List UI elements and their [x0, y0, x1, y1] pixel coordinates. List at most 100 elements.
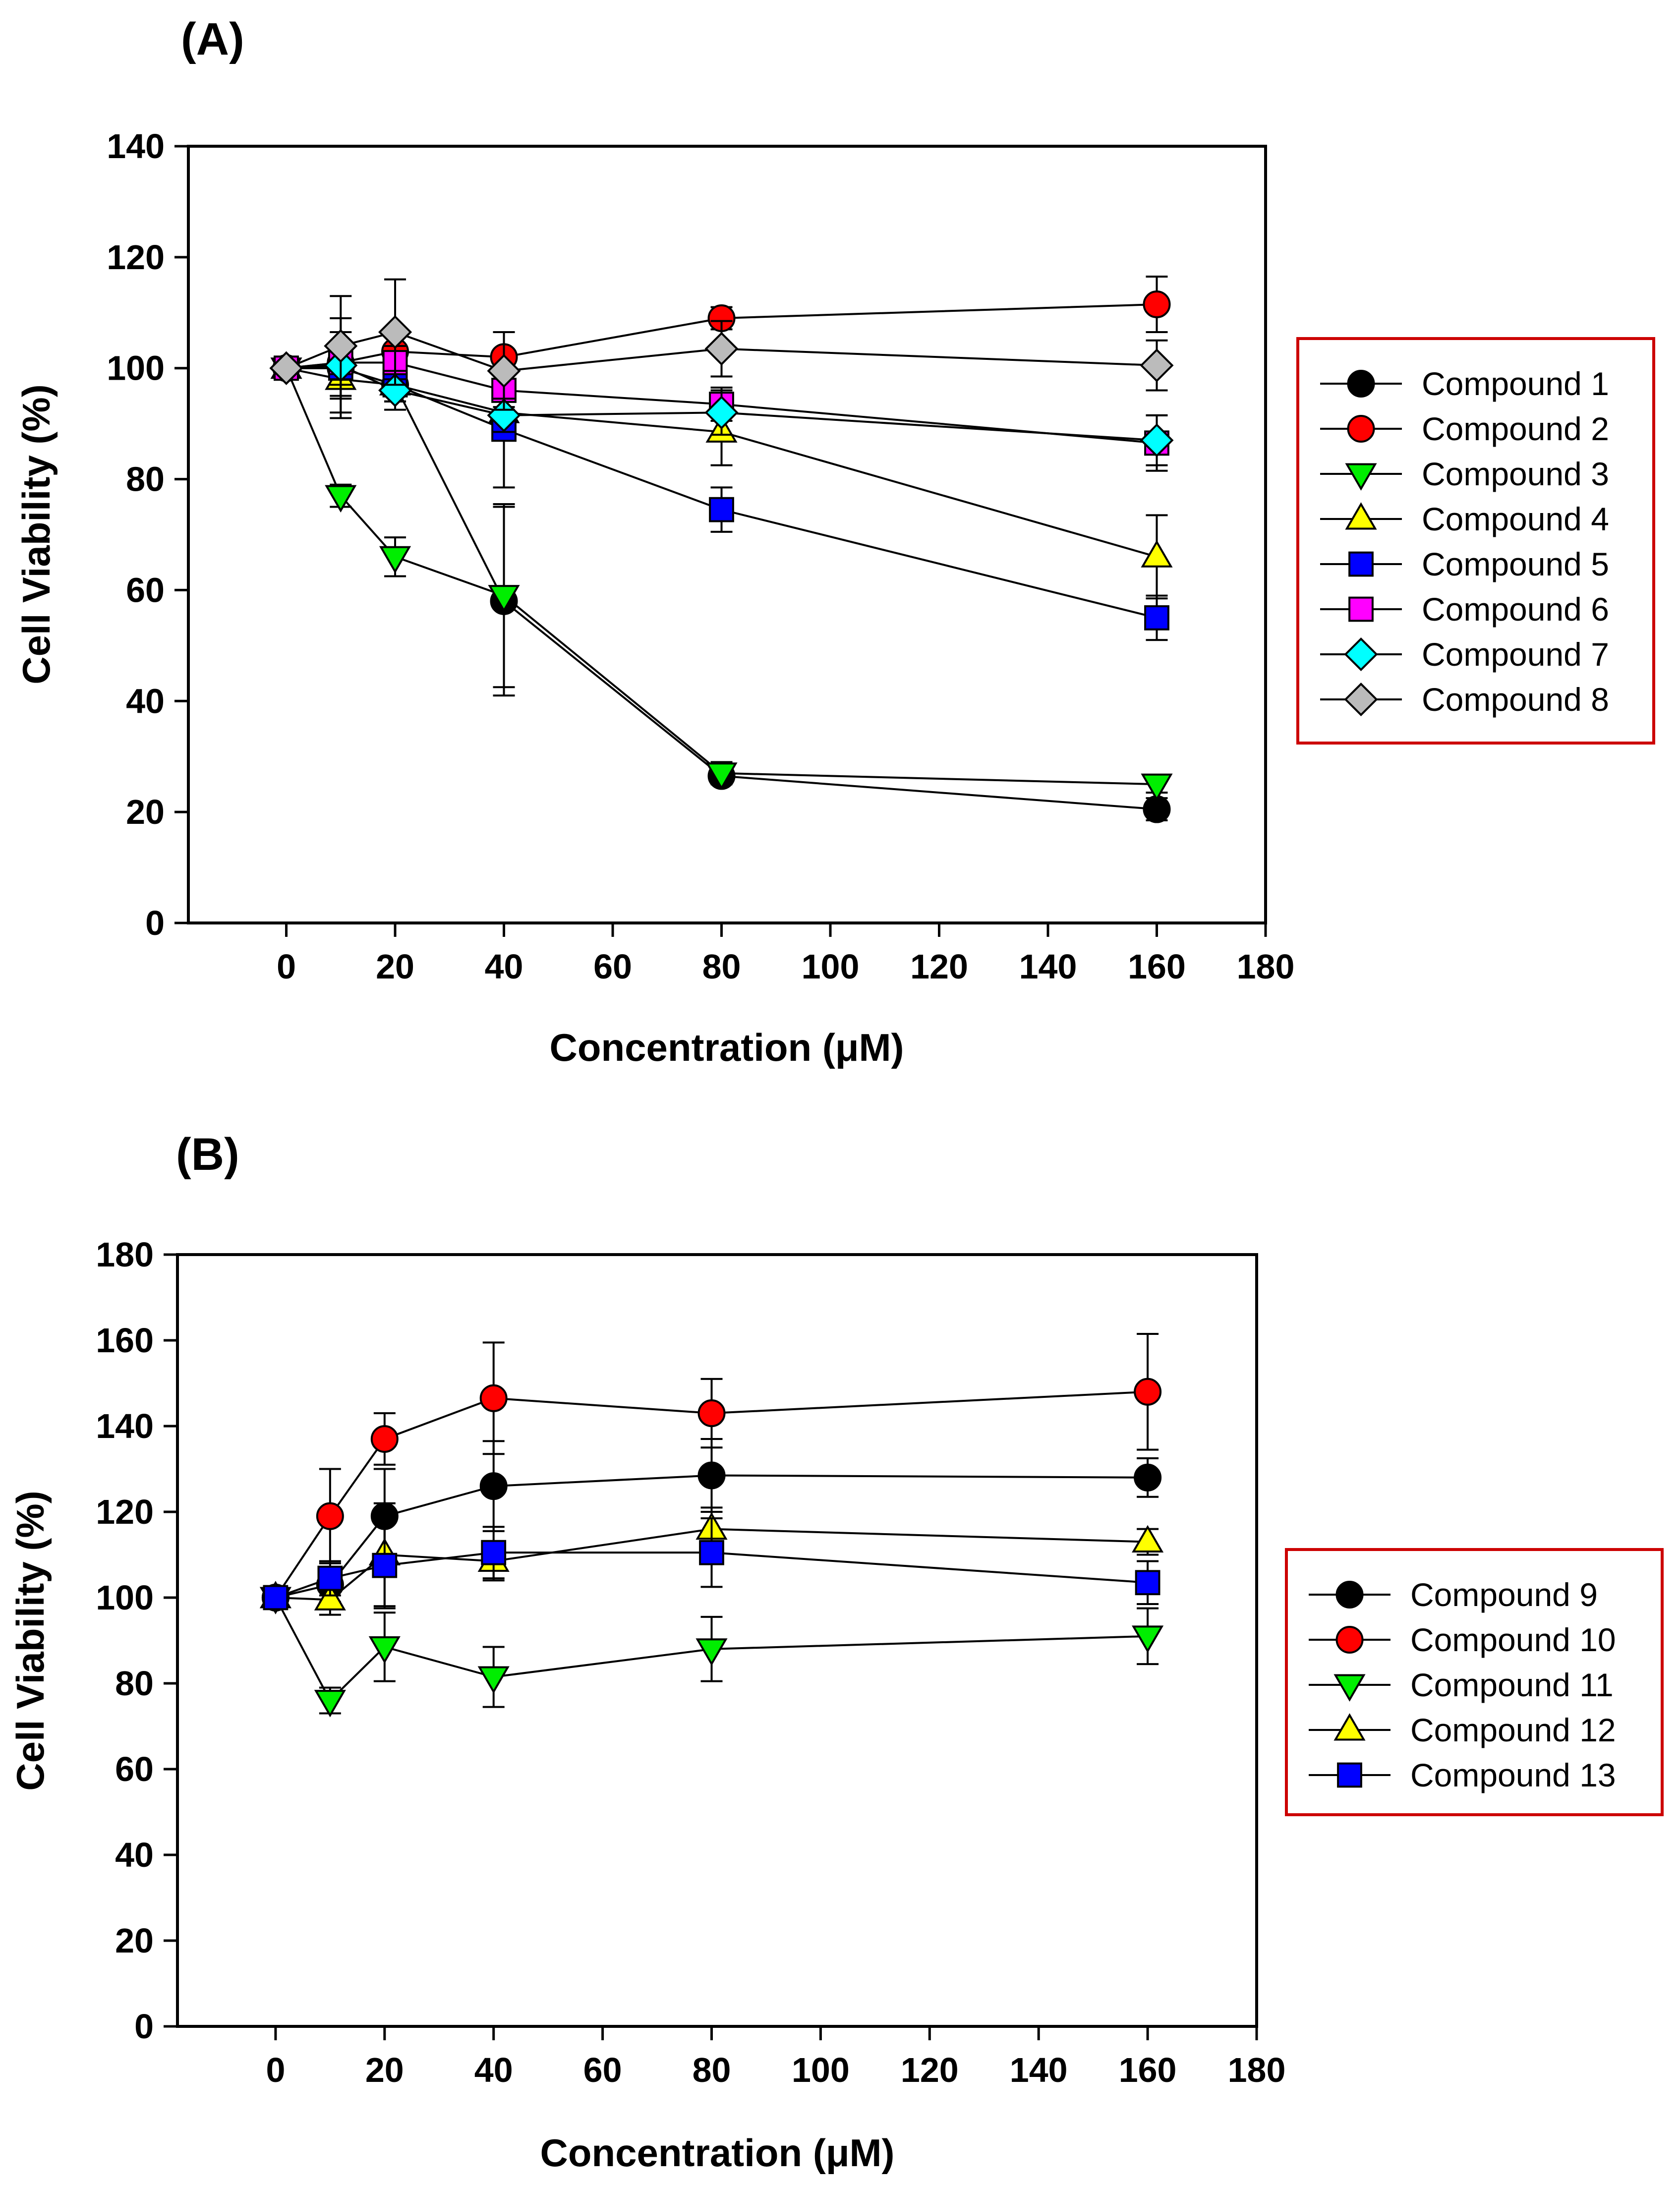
- legend-label: Compound 13: [1410, 1757, 1616, 1793]
- data-point: [378, 315, 412, 349]
- series-line: [275, 1597, 1148, 1702]
- series-line: [285, 367, 1157, 786]
- chart-panel-a: (A) 0 20 40 60 80 100 120 140 0 20 40 60 80 100 120 140 1…: [14, 14, 1655, 1069]
- data-point: [1132, 1625, 1164, 1653]
- x-tick-label: 120: [910, 947, 968, 986]
- legend-marker: [1337, 1762, 1362, 1788]
- x-tick-label: 0: [277, 947, 296, 986]
- y-tick-label: 160: [96, 1321, 154, 1360]
- legend-entry: Compound 4: [1320, 501, 1609, 537]
- data-point: [379, 546, 411, 574]
- legend-label: Compound 10: [1410, 1621, 1616, 1658]
- data-point: [1135, 1570, 1160, 1596]
- legend-label: Compound 11: [1410, 1667, 1614, 1703]
- y-tick-label: 180: [96, 1235, 154, 1274]
- y-tick-label: 120: [96, 1493, 154, 1531]
- legend-label: Compound 7: [1422, 636, 1609, 673]
- data-point: [479, 1384, 508, 1412]
- plot-frame: [187, 145, 1267, 924]
- data-point: [1141, 773, 1173, 802]
- x-tick-label: 120: [901, 2051, 959, 2089]
- data-point: [697, 1399, 726, 1428]
- data-point: [709, 497, 734, 522]
- legend-marker: [1335, 1626, 1364, 1654]
- y-tick-label: 20: [115, 1921, 154, 1960]
- legend-marker: [1348, 551, 1374, 577]
- data-point: [704, 332, 739, 366]
- legend-entry: Compound 8: [1320, 681, 1609, 718]
- x-tick-label: 140: [1019, 947, 1077, 986]
- y-tick-label: 140: [96, 1407, 154, 1445]
- data-point: [316, 1502, 344, 1530]
- y-tick-label: 20: [126, 793, 165, 831]
- legend-marker: [1345, 463, 1377, 491]
- x-tick-label: 80: [702, 947, 741, 986]
- legend-label: Compound 1: [1422, 365, 1609, 402]
- x-tick-label: 60: [593, 947, 632, 986]
- x-tick-label: 180: [1237, 947, 1295, 986]
- x-tick-label: 100: [802, 947, 860, 986]
- plot-frame: [176, 1253, 1258, 2028]
- data-point: [269, 351, 303, 385]
- legend-entry: Compound 13: [1309, 1757, 1616, 1793]
- data-point: [1132, 1525, 1164, 1553]
- data-point: [1140, 348, 1174, 383]
- x-tick-label: 180: [1228, 2051, 1286, 2089]
- panel-label: (B): [176, 1129, 239, 1180]
- data-point: [481, 1540, 507, 1565]
- legend-label: Compound 3: [1422, 456, 1609, 492]
- legend-marker: [1335, 1581, 1364, 1609]
- data-point: [487, 354, 521, 388]
- x-tick-label: 40: [474, 2051, 513, 2089]
- data-point: [697, 1461, 726, 1490]
- legend-entry: Compound 6: [1320, 591, 1609, 628]
- y-tick-label: 80: [115, 1664, 154, 1703]
- y-tick-label: 140: [107, 127, 165, 166]
- y-axis-title: Cell Viability (%): [8, 1491, 52, 1790]
- panel-label: (A): [181, 14, 244, 64]
- y-tick-label: 40: [126, 682, 165, 720]
- y-tick-label: 80: [126, 460, 165, 499]
- x-axis-title: Concentration (μM): [540, 2131, 895, 2175]
- x-tick-label: 160: [1119, 2051, 1177, 2089]
- x-axis-title: Concentration (μM): [550, 1026, 904, 1069]
- y-tick-label: 100: [96, 1578, 154, 1617]
- data-point: [314, 1690, 346, 1718]
- data-point: [314, 1583, 346, 1610]
- legend-entry: Compound 2: [1320, 410, 1609, 447]
- legend-entry: Compound 3: [1320, 456, 1609, 492]
- legend-entry: Compound 12: [1309, 1712, 1616, 1748]
- legend-entry: Compound 10: [1309, 1621, 1616, 1658]
- x-tick-label: 100: [792, 2051, 850, 2089]
- legend-entry: Compound 11: [1309, 1667, 1614, 1703]
- legend-marker: [1347, 370, 1375, 398]
- legend: Compound 9 Compound 10 Compound 11 Compound…: [1285, 1548, 1664, 1816]
- legend-label: Compound 2: [1422, 410, 1609, 447]
- y-tick-label: 0: [134, 2007, 154, 2046]
- legend-marker: [1344, 682, 1378, 717]
- chart-panel-b: (B) 0 20 40 60 80 100 120 140 160 180 0 20 40 60 80 100 1…: [8, 1129, 1664, 2175]
- x-tick-label: 20: [376, 947, 414, 986]
- y-tick-label: 100: [107, 349, 165, 388]
- data-point: [370, 1425, 399, 1453]
- legend-marker: [1333, 1674, 1366, 1702]
- legend-label: Compound 4: [1422, 501, 1609, 537]
- data-point: [1134, 1378, 1162, 1406]
- legend-entry: Compound 5: [1320, 546, 1609, 582]
- legend-marker: [1345, 502, 1377, 530]
- data-point: [477, 1666, 510, 1694]
- y-tick-label: 120: [107, 238, 165, 277]
- series-compound-13: [263, 1517, 1160, 1610]
- data-point: [263, 1585, 289, 1610]
- data-point: [1141, 540, 1173, 568]
- data-point: [324, 329, 358, 363]
- y-tick-label: 60: [115, 1750, 154, 1788]
- x-tick-label: 40: [485, 947, 523, 986]
- data-point: [1134, 1463, 1162, 1492]
- x-tick-label: 80: [693, 2051, 731, 2089]
- legend-label: Compound 8: [1422, 681, 1609, 718]
- legend: Compound 1 Compound 2 Compound 3 Compound 4…: [1296, 337, 1655, 745]
- x-tick-label: 60: [583, 2051, 622, 2089]
- legend-entry: Compound 7: [1320, 636, 1609, 673]
